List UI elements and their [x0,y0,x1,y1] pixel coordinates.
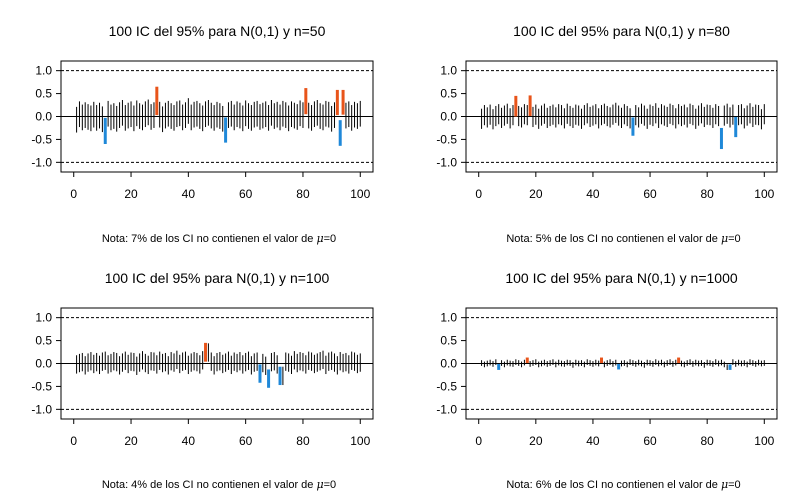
x-tick-label: 60 [643,187,657,201]
x-tick-label: 80 [700,434,714,448]
chart-panel-2: 100 IC del 95% para N(0,1) y n=80 1.0 0.5 0… [436,23,778,245]
x-tick-label: 40 [182,434,196,448]
y-tick-label: 0.0 [35,357,52,371]
y-tick-label: -0.5 [31,379,52,393]
x-tick-label: 40 [586,434,600,448]
x-tick-label: 40 [586,187,600,201]
note-text: Nota: 6% de los CI no contienen el valor… [506,478,740,491]
note-text: Nota: 5% de los CI no contienen el valor… [506,232,740,245]
x-tick-label: 60 [239,434,253,448]
x-tick-label: 80 [700,187,714,201]
chart-title: 100 IC del 95% para N(0,1) y n=50 [109,23,326,39]
y-tick-label: 1.0 [440,311,457,325]
y-tick-label: -1.0 [31,402,52,416]
y-tick-label: 0.5 [35,334,52,348]
y-tick-label: -0.5 [436,379,457,393]
note-prefix: Nota: 4% de los CI no contienen el valor… [102,479,317,491]
note-suffix: =0 [324,479,337,491]
x-tick-label: 100 [350,434,370,448]
x-tick-label: 100 [350,187,370,201]
note-text: Nota: 4% de los CI no contienen el valor… [102,478,336,491]
y-tick-label: 0.5 [35,87,52,101]
note-suffix: =0 [728,479,741,491]
note-prefix: Nota: 6% de los CI no contienen el valor… [506,479,721,491]
y-tick-label: -0.5 [31,132,52,146]
y-tick-label: 0.0 [35,110,52,124]
y-tick-label: 0.0 [440,357,457,371]
chart-title: 100 IC del 95% para N(0,1) y n=1000 [505,270,738,286]
y-tick-label: 1.0 [35,64,52,78]
y-tick-label: -1.0 [436,155,457,169]
chart-panel-3: 100 IC del 95% para N(0,1) y n=100 1.0 0.5… [31,270,374,491]
x-tick-label: 20 [529,434,543,448]
x-tick-label: 0 [70,434,77,448]
note-prefix: Nota: 5% de los CI no contienen el valor… [506,233,721,245]
chart-panel-4: 100 IC del 95% para N(0,1) y n=1000 1.0 0.… [436,270,778,491]
y-tick-label: -1.0 [436,402,457,416]
x-tick-label: 20 [529,187,543,201]
note-suffix: =0 [324,233,337,245]
x-tick-label: 0 [475,187,482,201]
x-tick-label: 20 [124,187,138,201]
note-mu: μ [721,232,728,245]
chart-title: 100 IC del 95% para N(0,1) y n=80 [513,23,730,39]
x-tick-label: 100 [754,434,774,448]
x-tick-label: 60 [239,187,253,201]
x-tick-label: 80 [296,434,310,448]
y-tick-label: 0.5 [440,87,457,101]
x-tick-label: 60 [643,434,657,448]
y-tick-label: -0.5 [436,132,457,146]
y-tick-label: 1.0 [440,64,457,78]
x-tick-label: 80 [296,187,310,201]
note-mu: μ [316,478,323,491]
y-tick-label: 1.0 [35,311,52,325]
y-tick-label: -1.0 [31,155,52,169]
chart-title: 100 IC del 95% para N(0,1) y n=100 [105,270,330,286]
x-tick-label: 100 [754,187,774,201]
chart-panel-1: 100 IC del 95% para N(0,1) y n=50 1.0 0.5 0… [31,23,374,245]
y-tick-label: 0.5 [440,334,457,348]
x-tick-label: 0 [70,187,77,201]
note-mu: μ [316,232,323,245]
note-mu: μ [721,478,728,491]
y-tick-label: 0.0 [440,110,457,124]
x-tick-label: 20 [124,434,138,448]
note-suffix: =0 [728,233,741,245]
note-prefix: Nota: 7% de los CI no contienen el valor… [102,233,317,245]
x-tick-label: 40 [182,187,196,201]
x-tick-label: 0 [475,434,482,448]
note-text: Nota: 7% de los CI no contienen el valor… [102,232,336,245]
